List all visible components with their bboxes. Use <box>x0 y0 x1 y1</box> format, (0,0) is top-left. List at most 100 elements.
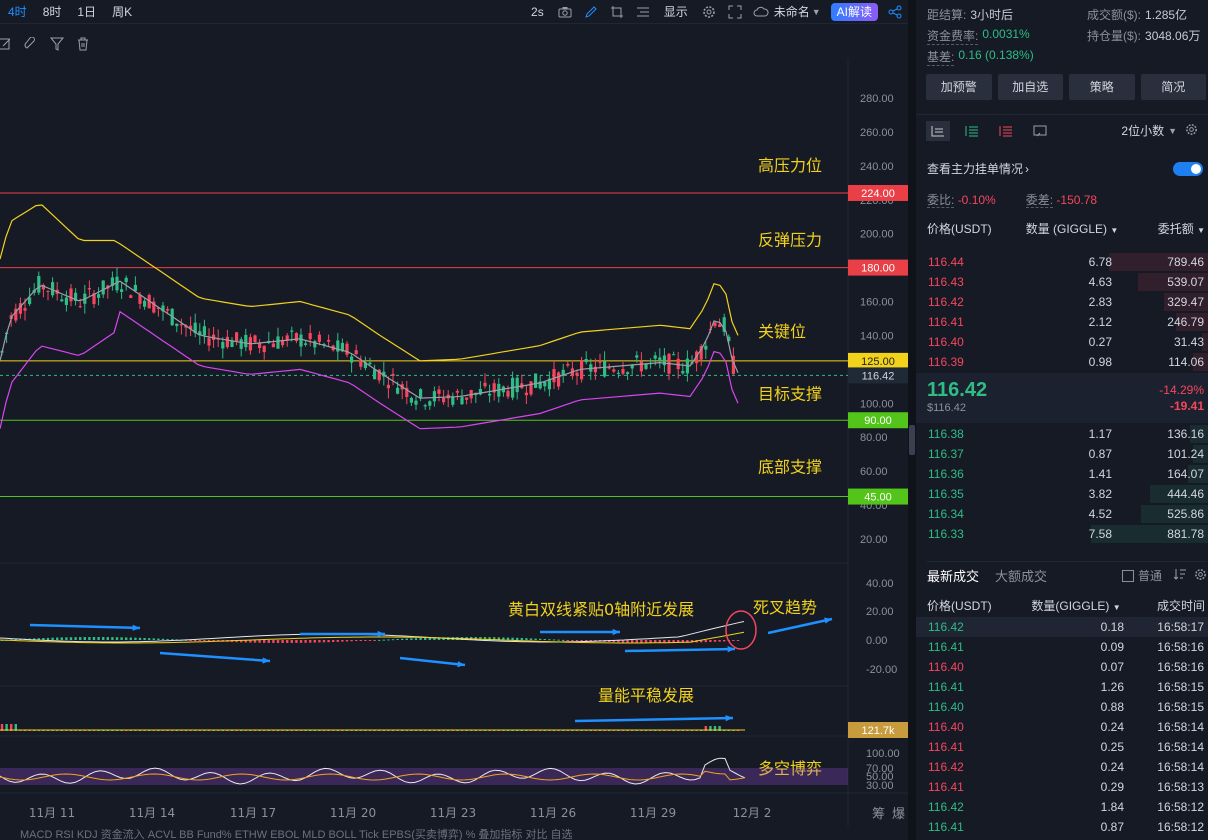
add-watchlist-button[interactable]: 加自选 <box>997 74 1063 100</box>
volume-badge <box>848 722 908 738</box>
share-icon[interactable] <box>882 0 908 24</box>
interval-8h[interactable]: 8时 <box>42 4 62 19</box>
edit-note-icon[interactable] <box>0 32 18 56</box>
bid-row[interactable]: 116.34 4.52 525.86 <box>916 504 1208 524</box>
interval-1w[interactable]: 周K <box>112 4 133 19</box>
macd-bar <box>33 638 36 640</box>
interval-1d[interactable]: 1日 <box>77 4 97 19</box>
ask-row[interactable]: 116.41 2.12 246.79 <box>916 312 1208 332</box>
col-qty-header[interactable]: 数量 (GIGGLE) <box>1025 222 1108 236</box>
gear-icon[interactable] <box>1185 123 1198 139</box>
overview-button[interactable]: 简况 <box>1140 74 1206 100</box>
trade-qty: 0.88 <box>1100 700 1124 714</box>
price-axis-tick: 100.00 <box>860 398 894 410</box>
pen-icon[interactable] <box>578 0 604 24</box>
fullscreen-icon[interactable] <box>722 0 748 24</box>
macd-bar <box>575 640 579 641</box>
crop-icon[interactable] <box>604 0 630 24</box>
ask-qty: 6.78 <box>1088 255 1112 269</box>
macd-bar <box>258 640 261 643</box>
main-orders-label[interactable]: 查看主力挂单情况 <box>927 162 1024 176</box>
panel-divider[interactable] <box>908 0 916 840</box>
level-note: 反弹压力 <box>758 231 822 250</box>
sort-icon[interactable] <box>1173 568 1186 583</box>
strategy-button[interactable]: 策略 <box>1069 74 1135 100</box>
bid-price: 116.35 <box>928 487 964 501</box>
macd-bar <box>493 637 496 640</box>
gear-icon[interactable] <box>696 0 722 24</box>
ask-row[interactable]: 116.43 4.63 539.07 <box>916 272 1208 292</box>
main-orders-toggle[interactable] <box>1173 161 1203 176</box>
cloud-icon[interactable] <box>748 0 774 24</box>
caret-down-icon[interactable]: ▼ <box>1197 226 1205 235</box>
interval-4h[interactable]: 4时 <box>8 4 27 19</box>
orderbook-bids-view-icon[interactable] <box>960 121 984 141</box>
candlestick-chart[interactable]: 280.00260.00240.00220.00200.00180.00160.… <box>0 58 908 826</box>
main-orders-row[interactable]: 查看主力挂单情况 › <box>927 160 1203 177</box>
ask-price: 116.42 <box>928 295 964 309</box>
candle-body <box>662 355 666 366</box>
bid-row[interactable]: 116.35 3.82 444.46 <box>916 484 1208 504</box>
candle-body <box>92 293 96 305</box>
ask-row[interactable]: 116.44 6.78 789.46 <box>916 252 1208 272</box>
gear-icon[interactable] <box>1194 568 1207 584</box>
refresh-rate[interactable]: 2s <box>531 4 544 19</box>
candle-body <box>317 334 321 342</box>
orderbook-popout-icon[interactable] <box>1028 121 1052 141</box>
candle-body <box>239 339 243 349</box>
candle-body <box>630 364 634 369</box>
divider-handle[interactable] <box>909 425 915 455</box>
display-button[interactable]: 显示 <box>663 4 688 19</box>
chevron-down-icon[interactable]: ▼ <box>1168 125 1177 136</box>
orderbook-asks-view-icon[interactable] <box>994 121 1018 141</box>
chevron-right-icon[interactable]: › <box>1025 162 1030 176</box>
macd-bar <box>286 640 289 643</box>
trade-price: 116.41 <box>928 640 964 654</box>
layout-name[interactable]: 未命名 <box>773 4 810 19</box>
candle-body <box>175 323 179 327</box>
magnet-icon[interactable] <box>18 32 44 56</box>
ask-row[interactable]: 116.42 2.83 329.47 <box>916 292 1208 312</box>
bid-row[interactable]: 116.37 0.87 101.24 <box>916 444 1208 464</box>
camera-icon[interactable] <box>552 0 578 24</box>
bid-row[interactable]: 116.33 7.58 881.78 <box>916 524 1208 544</box>
volume-bar <box>704 726 707 731</box>
macd-bar <box>704 640 707 643</box>
orderbook-both-view-icon[interactable] <box>926 120 950 141</box>
chart-area[interactable]: 4时 8时 1日 周K 2s 显示 未命名 ▼ AI解读 <box>0 0 908 840</box>
indicator-tabs[interactable]: MACD RSI KDJ 资金流入 ACVL BB Fund% ETHW EBO… <box>20 829 573 840</box>
tab-large-trades[interactable]: 大额成交 <box>995 569 1048 584</box>
trades-col-price: 价格(USDT) <box>927 599 992 613</box>
trade-row: 116.42 1.84 16:58:12 <box>916 797 1208 817</box>
precision-select[interactable]: 2位小数 <box>1121 124 1165 138</box>
ask-row[interactable]: 116.39 0.98 114.06 <box>916 352 1208 372</box>
caret-down-icon[interactable]: ▼ <box>1110 226 1119 235</box>
caret-down-icon[interactable]: ▼ <box>1112 603 1121 612</box>
bid-row[interactable]: 116.36 1.41 164.07 <box>916 464 1208 484</box>
macd-bar <box>295 640 298 643</box>
ask-total: 329.47 <box>1167 295 1204 309</box>
candle-body <box>152 301 156 313</box>
trades-col-qty[interactable]: 数量(GIGGLE) <box>1031 599 1110 613</box>
ai-analysis-button[interactable]: AI解读 <box>830 2 878 21</box>
candle-body <box>359 360 363 367</box>
list-settings-icon[interactable] <box>630 0 656 24</box>
trash-icon[interactable] <box>70 32 96 56</box>
level-badge-label: 45.00 <box>864 492 892 504</box>
macd-bar <box>309 640 312 643</box>
candle-body <box>442 397 446 403</box>
filter-icon[interactable] <box>44 32 70 56</box>
ratio-label: 委比: <box>927 193 955 208</box>
bid-row[interactable]: 116.38 1.17 136.16 <box>916 424 1208 444</box>
macd-bar <box>658 640 661 643</box>
action-buttons: 加预警 加自选 策略 简况 <box>926 74 1206 100</box>
col-total-header[interactable]: 委托额 <box>1157 222 1194 236</box>
tab-latest-trades[interactable]: 最新成交 <box>927 569 980 584</box>
ask-row[interactable]: 116.40 0.27 31.43 <box>916 332 1208 352</box>
add-alert-button[interactable]: 加预警 <box>926 74 992 100</box>
annotation-arrow <box>624 647 736 653</box>
order-ratio-row: 委比: -0.10% 委差: -150.78 <box>927 191 1187 208</box>
chevron-down-icon[interactable]: ▼ <box>811 6 821 17</box>
candle-body <box>115 276 119 291</box>
normal-checkbox[interactable] <box>1121 569 1134 582</box>
